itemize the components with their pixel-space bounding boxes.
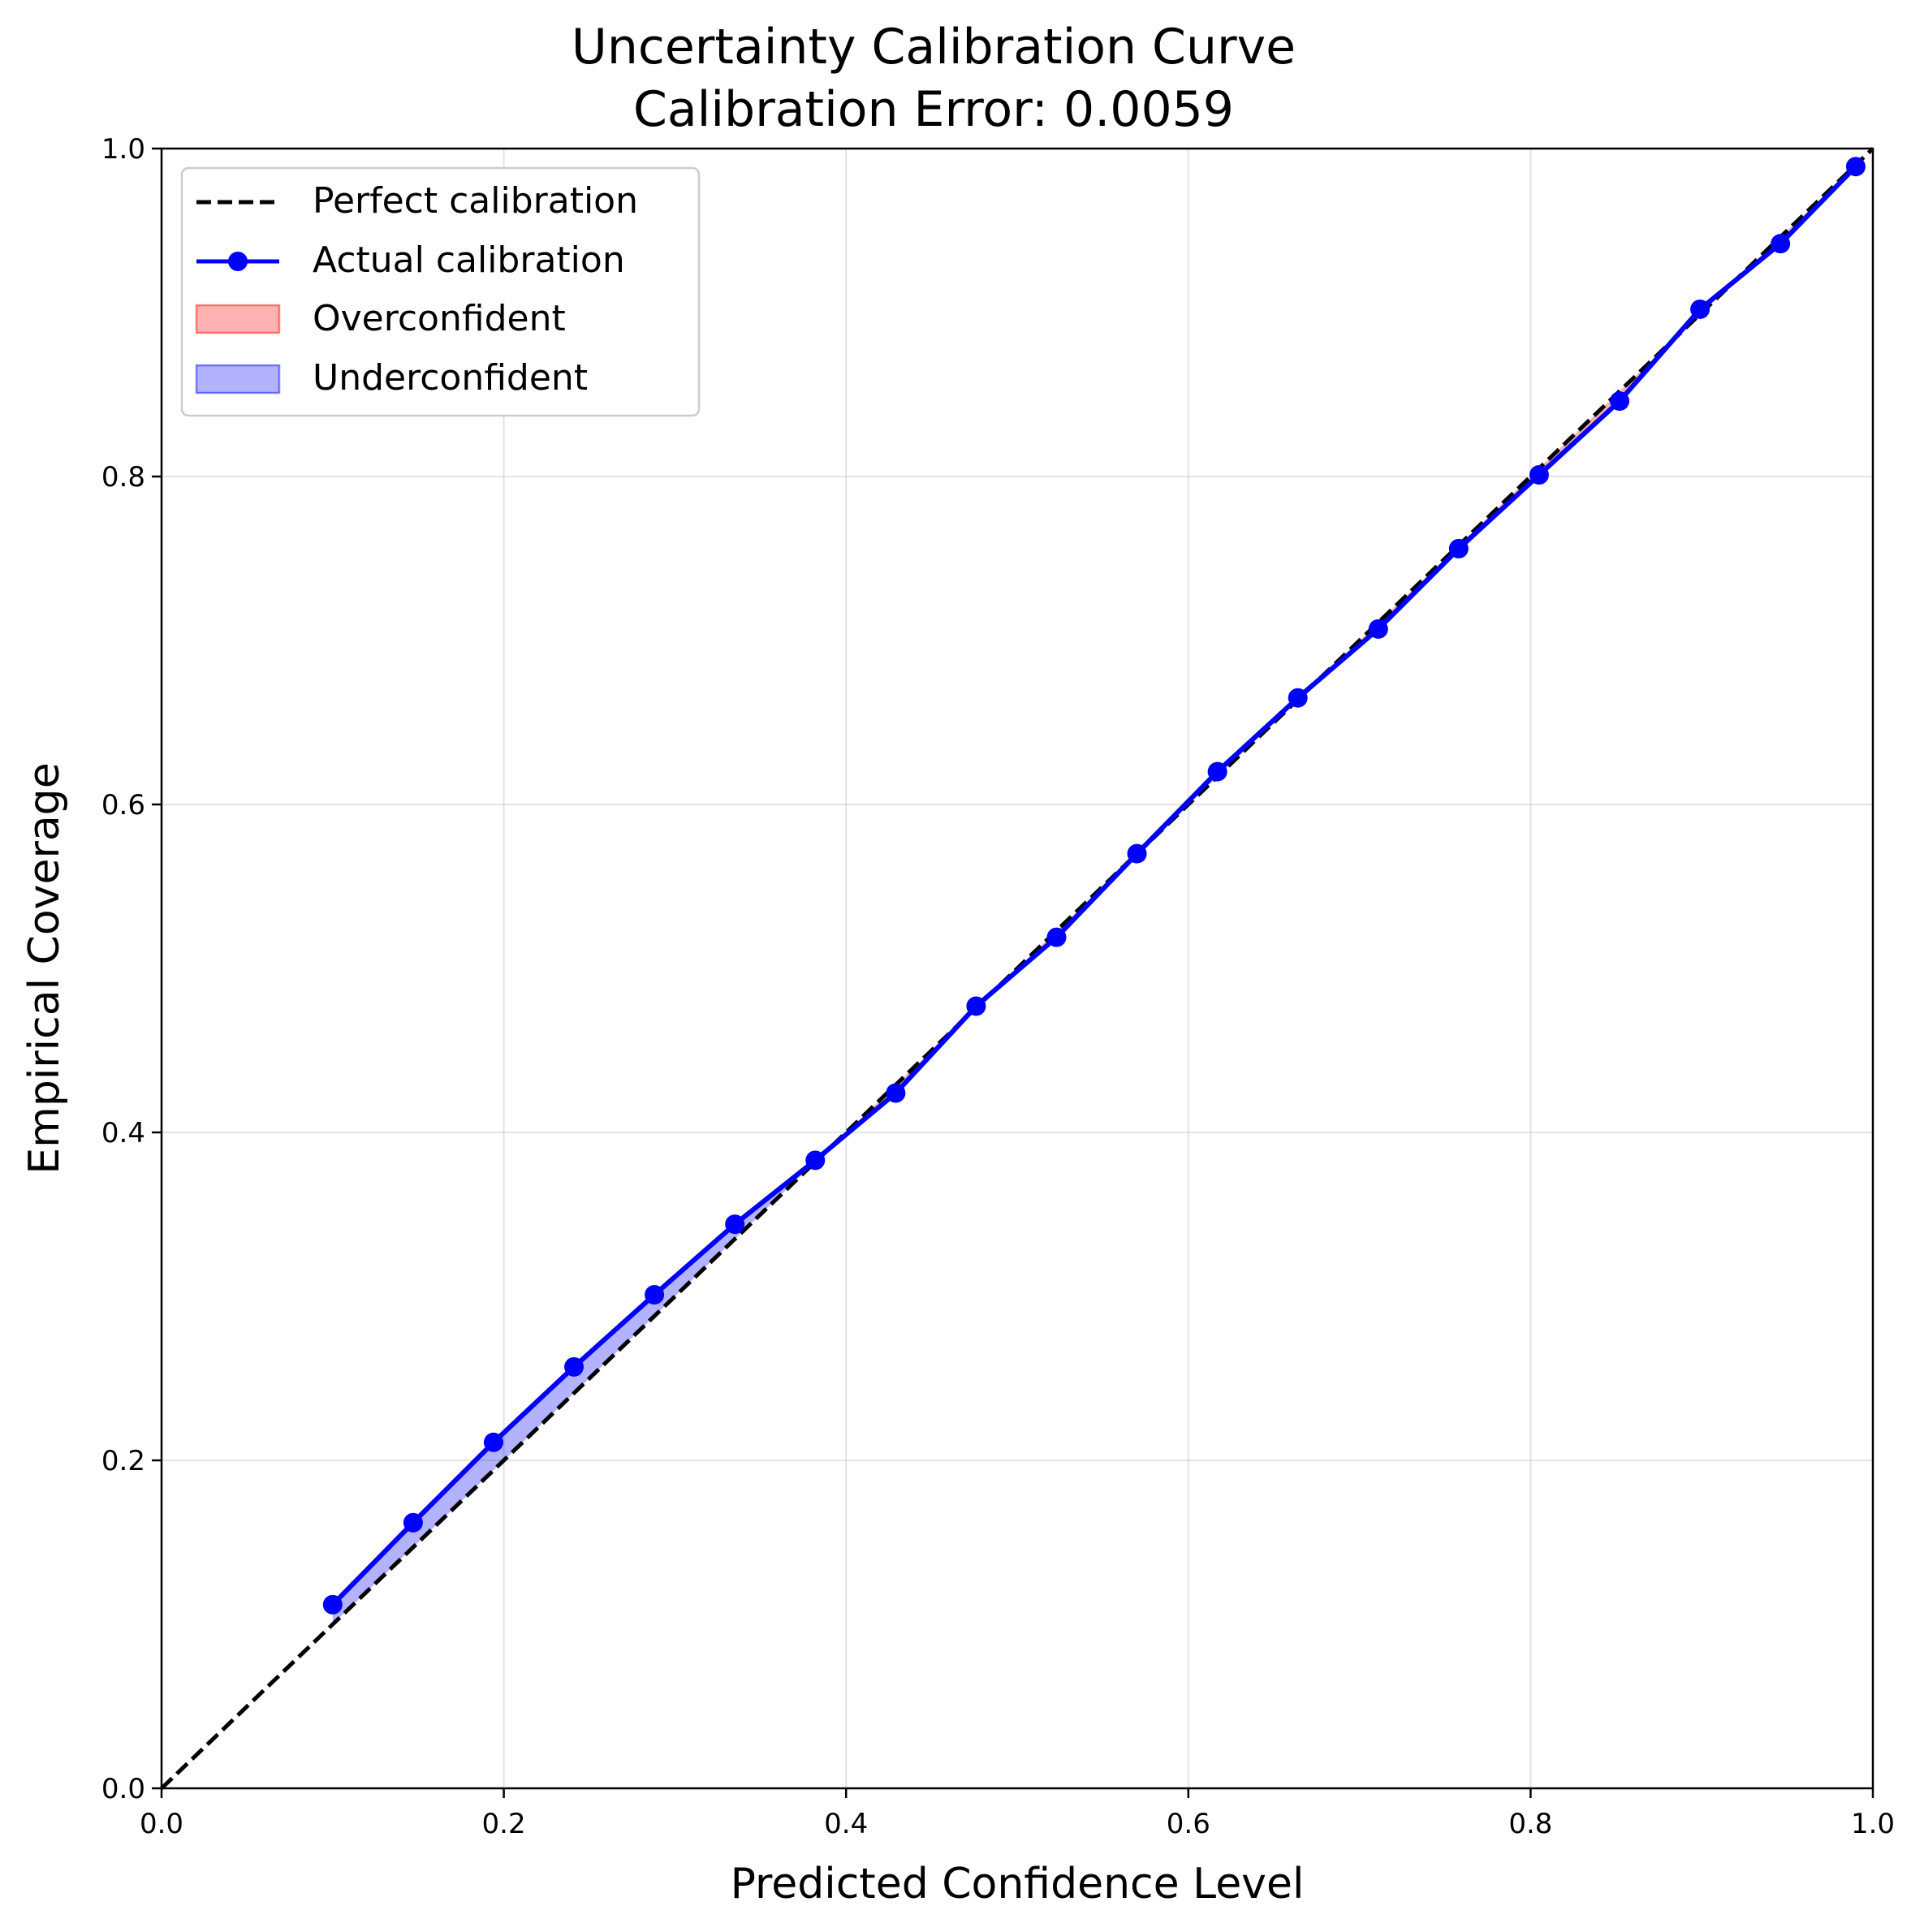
actual-calibration-point [1288, 688, 1308, 708]
actual-calibration-point [1771, 234, 1791, 254]
actual-calibration-point [1690, 299, 1710, 319]
chart-subtitle: Calibration Error: 0.0059 [633, 81, 1234, 138]
actual-calibration-point [1845, 157, 1866, 177]
legend-actual-label: Actual calibration [313, 239, 625, 281]
actual-calibration-point [725, 1214, 745, 1235]
legend-box [180, 166, 701, 417]
legend-underconfident-swatch [195, 364, 281, 395]
x-tick-label: 0.0 [140, 1808, 183, 1840]
chart-title: Uncertainty Calibration Curve [572, 19, 1296, 75]
actual-calibration-point [1448, 538, 1469, 558]
actual-calibration-point [966, 996, 986, 1016]
underconfident-fill [412, 1442, 494, 1548]
underconfident-fill [574, 1294, 655, 1394]
legend-underconfident-label: Underconfident [313, 357, 588, 399]
actual-calibration-point [1368, 619, 1388, 639]
actual-calibration-point [1529, 464, 1549, 485]
x-tick-label: 0.4 [824, 1808, 868, 1840]
plot-frame [160, 147, 1874, 1790]
y-tick-label: 0.8 [101, 461, 145, 494]
actual-calibration-point [645, 1284, 665, 1305]
axis-ticks: 0.0 0.2 0.4 0.6 0.8 1.0 0.0 0.2 0.4 0.6 0.8 1.0 [101, 133, 1895, 1840]
actual-calibration-point [1610, 391, 1630, 412]
x-tick-label: 1.0 [1851, 1808, 1895, 1840]
actual-calibration-point [1046, 927, 1067, 947]
legend-actual-marker [228, 252, 248, 271]
legend-overconfident-swatch [195, 304, 281, 334]
actual-calibration-point [403, 1512, 423, 1533]
x-tick-label: 0.8 [1508, 1808, 1552, 1840]
actual-calibration-point [886, 1083, 906, 1103]
series-layer [160, 147, 1874, 1790]
legend-perfect-label: Perfect calibration [313, 180, 638, 222]
x-axis-label: Predicted Confidence Level [731, 1860, 1305, 1908]
underconfident-fill [332, 1522, 413, 1624]
y-tick-label: 0.2 [101, 1445, 145, 1477]
y-tick-label: 0.6 [101, 789, 145, 822]
y-tick-label: 0.4 [101, 1117, 145, 1149]
actual-calibration-point [564, 1356, 585, 1377]
y-axis-label: Empirical Coverage [20, 762, 69, 1174]
legend: Perfect calibration Actual calibration O… [180, 166, 701, 417]
y-tick-label: 1.0 [101, 133, 145, 166]
x-tick-label: 0.2 [482, 1808, 526, 1840]
actual-calibration-point [1207, 761, 1227, 782]
x-tick-label: 0.6 [1167, 1808, 1210, 1840]
actual-calibration-point [483, 1432, 503, 1452]
actual-calibration-point [1127, 843, 1147, 864]
underconfident-fill [493, 1366, 575, 1471]
actual-calibration-point [322, 1594, 343, 1615]
underconfident-fill [654, 1224, 736, 1317]
legend-overconfident-label: Overconfident [313, 298, 566, 339]
actual-calibration-line [330, 165, 1858, 1606]
actual-calibration-point [805, 1150, 826, 1171]
y-tick-label: 0.0 [101, 1773, 145, 1805]
